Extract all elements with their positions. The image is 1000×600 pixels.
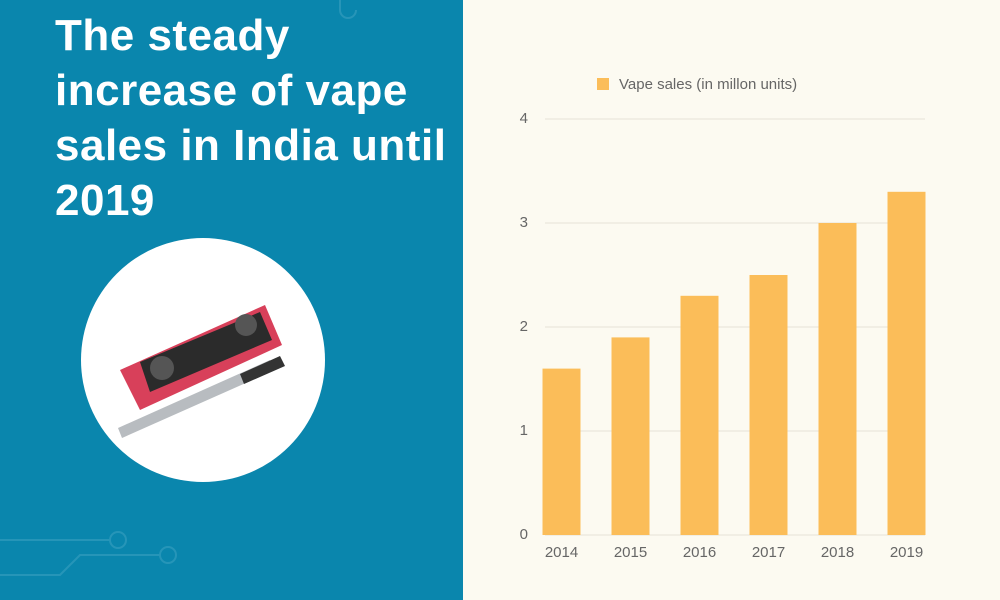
vape-device-image: [118, 305, 285, 438]
x-tick-label: 2016: [683, 544, 716, 561]
y-tick-label: 4: [520, 110, 528, 127]
legend-label: Vape sales (in millon units): [619, 76, 797, 93]
title: The steady increase of vape sales in Ind…: [55, 11, 447, 225]
legend-swatch: [597, 78, 609, 90]
x-tick-label: 2018: [821, 544, 854, 561]
x-tick-label: 2017: [752, 544, 785, 561]
bar: [542, 368, 581, 535]
x-tick-label: 2019: [890, 544, 923, 561]
x-tick-label: 2014: [545, 544, 578, 561]
y-tick-label: 2: [520, 318, 528, 335]
y-tick-label: 3: [520, 214, 528, 231]
y-tick-label: 0: [520, 526, 528, 543]
bar: [749, 275, 788, 535]
bar: [680, 295, 719, 535]
bar: [887, 191, 926, 536]
bar: [818, 223, 857, 535]
decoration: [0, 0, 357, 576]
y-tick-label: 1: [520, 422, 528, 439]
left-panel: The steady increase of vape sales in Ind…: [0, 0, 463, 600]
x-tick-label: 2015: [614, 544, 647, 561]
bar: [611, 337, 650, 535]
